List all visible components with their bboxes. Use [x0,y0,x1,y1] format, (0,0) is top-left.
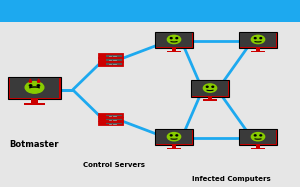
Bar [99,122,123,125]
Bar [8,77,61,99]
Circle shape [206,86,208,87]
Circle shape [167,35,181,44]
Text: A TYPICAL BOTNET STRUCTURE: A TYPICAL BOTNET STRUCTURE [58,6,242,16]
Bar [99,58,123,62]
Bar [99,118,106,121]
Circle shape [170,135,172,136]
Circle shape [176,38,178,39]
Bar [99,122,106,125]
Circle shape [176,135,178,136]
Bar [99,54,123,58]
Bar [32,99,38,103]
Bar [167,51,182,52]
Bar [99,62,123,66]
Bar [99,54,106,58]
Bar [191,80,229,96]
Circle shape [251,35,265,44]
Bar [99,62,106,66]
Bar [99,114,106,117]
Circle shape [254,135,256,136]
Circle shape [254,38,256,39]
Polygon shape [38,79,40,82]
Bar [208,96,212,99]
Bar [155,32,193,48]
Circle shape [25,82,44,93]
Circle shape [167,133,181,141]
Text: Botmaster: Botmaster [10,140,59,149]
Circle shape [203,84,217,92]
Bar [239,32,277,48]
Bar [256,47,260,51]
Circle shape [170,38,172,39]
Bar [172,144,176,148]
Bar [167,148,182,149]
Text: Control Servers: Control Servers [83,163,145,168]
Bar [240,33,276,47]
Bar [192,81,228,96]
Bar [239,129,277,145]
Bar [240,130,276,144]
Bar [256,144,260,148]
Circle shape [29,85,32,86]
Bar [155,129,193,145]
Bar [156,33,192,47]
Bar [24,103,45,105]
Polygon shape [29,79,32,82]
Bar [99,114,123,117]
Circle shape [251,133,265,141]
Bar [172,47,176,51]
Circle shape [37,85,40,86]
Circle shape [212,86,214,87]
Bar [250,148,266,149]
Circle shape [260,38,262,39]
Bar [99,118,123,121]
Text: Infected Computers: Infected Computers [192,176,270,182]
Bar [10,78,59,98]
Bar [0,0,300,22]
Bar [202,99,217,101]
Circle shape [260,135,262,136]
Bar [250,51,266,52]
Bar [156,130,192,144]
Bar [99,58,106,62]
